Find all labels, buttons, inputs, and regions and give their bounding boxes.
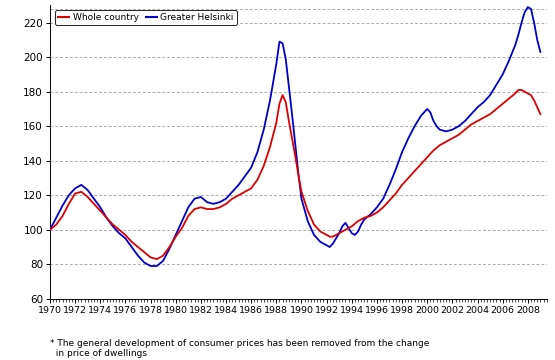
Legend: Whole country, Greater Helsinki: Whole country, Greater Helsinki bbox=[55, 10, 237, 25]
Text: * The general development of consumer prices has been removed from the change
  : * The general development of consumer pr… bbox=[50, 339, 430, 358]
